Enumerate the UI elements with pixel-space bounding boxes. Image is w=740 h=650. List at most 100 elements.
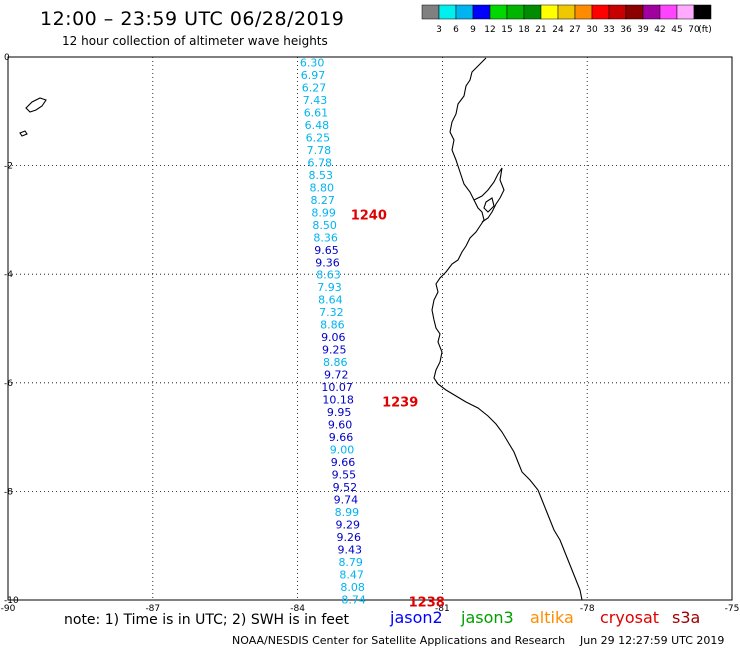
lon-tick-label: -84: [290, 604, 305, 614]
legend-label: 15: [501, 25, 512, 35]
legend-label: 21: [535, 25, 546, 35]
wave-height-point: 6.78: [308, 156, 333, 169]
lat-tick-label: -10: [4, 596, 19, 606]
legend-label: 24: [552, 25, 564, 35]
galapagos-isabela-island: [25, 97, 47, 113]
lat-tick-label: -6: [4, 379, 13, 389]
wave-height-point: 7.32: [319, 306, 344, 319]
coastline: [19, 57, 583, 601]
legend-label: 45: [671, 25, 682, 35]
map-frame: [7, 56, 733, 601]
legend-label: 33: [603, 25, 614, 35]
legend-label: 27: [569, 25, 580, 35]
legend-label: 6: [453, 25, 459, 35]
guayaquil-gulf-coast: [473, 167, 505, 223]
map-title: 12:00 – 23:59 UTC 06/28/2019: [40, 8, 345, 30]
legend-swatch: [625, 4, 644, 20]
wave-height-point: 9.65: [314, 244, 339, 257]
wave-height-point: 7.93: [317, 281, 342, 294]
legend-swatch: [540, 4, 559, 20]
time-labels: 1240 1239 1238: [351, 208, 445, 610]
puna-island: [483, 197, 495, 213]
galapagos-small-island: [19, 130, 28, 137]
satellite-altika: altika: [530, 608, 574, 627]
lat-tick-label: -4: [4, 270, 13, 280]
wave-height-point: 9.43: [337, 544, 362, 557]
color-legend: 3 6 9 12 15 18 21 24 27 30 33 36 39 42 45 70(ft): [421, 4, 712, 35]
legend-swatch: [455, 4, 474, 20]
satellite-s3a: s3a: [672, 608, 701, 627]
wave-height-point: 8.86: [320, 319, 345, 332]
wave-height-values: 6.306.976.277.436.616.486.257.786.788.53…: [300, 56, 366, 606]
wave-height-point: 9.00: [330, 444, 355, 457]
legend-swatch: [659, 4, 678, 20]
wave-height-point: 9.55: [332, 469, 357, 482]
legend-swatch: [608, 4, 627, 20]
lon-tick-label: -81: [435, 604, 450, 614]
legend-label: 36: [620, 25, 632, 35]
wave-height-point: 8.99: [311, 206, 336, 219]
wave-height-point: 9.60: [328, 419, 353, 432]
map-subtitle: 12 hour collection of altimeter wave hei…: [62, 34, 328, 48]
legend-swatch: [506, 4, 525, 20]
wave-height-point: 9.26: [337, 531, 362, 544]
legend-swatch: [438, 4, 457, 20]
legend-label: 12: [484, 25, 495, 35]
lon-tick-label: -87: [145, 604, 160, 614]
wave-height-point: 6.48: [305, 119, 330, 132]
wave-height-point: 8.80: [309, 181, 334, 194]
legend-swatch: [591, 4, 610, 20]
lon-tick-label: -75: [725, 604, 740, 614]
wave-height-point: 8.53: [309, 169, 334, 182]
generation-timestamp: Jun 29 12:27:59 UTC 2019: [580, 634, 725, 647]
legend-swatch: [557, 4, 576, 20]
axis-labels: 0 -2 -4 -6 -8 -10-90 -87 -84 -81 -78 -75: [1, 53, 740, 614]
wave-height-point: 8.36: [313, 231, 338, 244]
pass-time-label: 1238: [409, 596, 445, 611]
wave-height-point: 6.27: [302, 81, 327, 94]
credit-line: NOAA/NESDIS Center for Satellite Applica…: [232, 634, 566, 647]
satellite-cryosat: cryosat: [600, 608, 660, 627]
wave-height-point: 10.18: [322, 394, 354, 407]
wave-height-point: 9.06: [321, 331, 346, 344]
lat-tick-label: -2: [4, 162, 13, 172]
wave-height-point: 6.61: [304, 106, 329, 119]
wave-height-point: 6.97: [301, 69, 326, 82]
wave-height-point: 6.25: [306, 131, 331, 144]
legend-label: 42: [654, 25, 665, 35]
legend-swatch: [523, 4, 542, 20]
wave-height-point: 8.47: [339, 568, 364, 581]
legend-unit: (ft): [698, 25, 712, 35]
lat-tick-label: 0: [4, 53, 10, 63]
legend-label: 70: [688, 25, 700, 35]
pass-time-label: 1240: [351, 208, 387, 223]
lon-tick-label: -90: [1, 604, 16, 614]
wave-height-point: 8.63: [316, 269, 341, 282]
wave-height-point: 9.52: [333, 481, 358, 494]
wave-height-point: 10.07: [321, 381, 353, 394]
wave-height-point: 9.74: [334, 494, 359, 507]
wave-height-point: 8.27: [310, 194, 335, 207]
wave-height-point: 9.66: [331, 456, 356, 469]
wave-height-point: 8.99: [335, 506, 360, 519]
legend-swatch: [489, 4, 508, 20]
wave-height-point: 8.50: [312, 219, 337, 232]
note-text: note: 1) Time is in UTC; 2) SWH is in fe…: [64, 612, 350, 628]
wave-height-point: 8.08: [340, 581, 365, 594]
legend-label: 39: [637, 25, 649, 35]
satellite-jason3: jason3: [461, 608, 514, 627]
legend-swatch: [472, 4, 491, 20]
legend-swatch: [421, 4, 440, 20]
wave-height-point: 9.29: [336, 519, 361, 532]
legend-swatch: [693, 4, 712, 20]
wave-height-point: 9.66: [329, 431, 354, 444]
legend-swatch: [574, 4, 593, 20]
wave-height-point: 9.25: [322, 344, 347, 357]
wave-height-point: 8.74: [341, 593, 366, 606]
wave-height-point: 8.64: [318, 294, 343, 307]
pass-time-label: 1239: [382, 395, 418, 410]
legend-swatch: [676, 4, 695, 20]
legend-label: 3: [436, 25, 442, 35]
wave-height-point: 8.86: [323, 356, 348, 369]
